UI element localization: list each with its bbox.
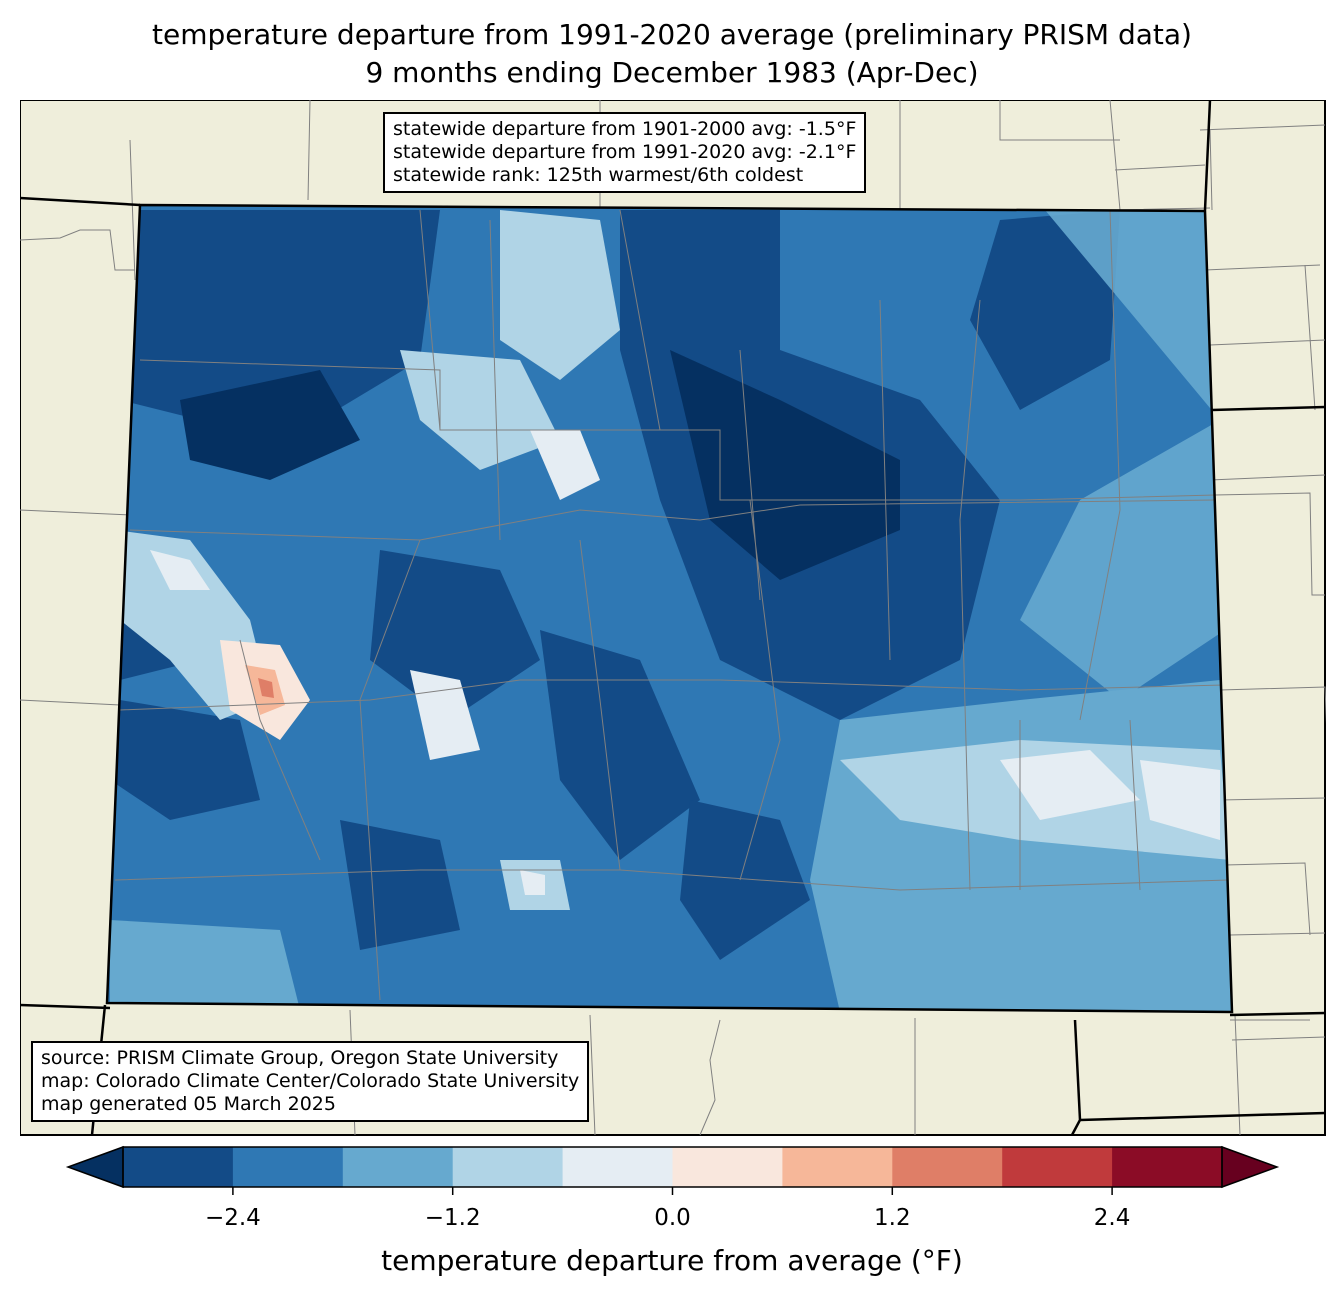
stat-rank: statewide rank: 125th warmest/6th coldes… bbox=[393, 164, 804, 186]
colorbar-bin bbox=[342, 1147, 454, 1187]
colorbar-bin bbox=[562, 1147, 673, 1187]
colorbar-bin bbox=[123, 1147, 234, 1187]
map-subtitle: 9 months ending December 1983 (Apr-Dec) bbox=[365, 56, 979, 89]
colorado-temperature-map bbox=[20, 100, 1326, 1136]
colorbar-tick-label: −2.4 bbox=[204, 1205, 261, 1231]
credit-source: source: PRISM Climate Group, Oregon Stat… bbox=[41, 1047, 559, 1069]
colorado-border bbox=[105, 203, 1234, 1014]
temperature-contours bbox=[107, 205, 1232, 1012]
credit-generated: map generated 05 March 2025 bbox=[41, 1093, 336, 1115]
credits-box: source: PRISM Climate Group, Oregon Stat… bbox=[31, 1041, 590, 1122]
colorbar-bin bbox=[1002, 1147, 1113, 1187]
colorbar-tick-label: 2.4 bbox=[1093, 1205, 1131, 1231]
stat-departure-1901-2000: statewide departure from 1901-2000 avg: … bbox=[393, 118, 857, 140]
map-title: temperature departure from 1991-2020 ave… bbox=[152, 18, 1192, 51]
county-lines bbox=[114, 209, 1231, 1001]
colorbar-bin bbox=[782, 1147, 893, 1187]
colorbar-bin bbox=[892, 1147, 1003, 1187]
colorbar-tick-label: 1.2 bbox=[874, 1205, 911, 1231]
statewide-stats-box: statewide departure from 1901-2000 avg: … bbox=[383, 112, 867, 193]
colorbar-bin bbox=[232, 1147, 344, 1187]
credit-map: map: Colorado Climate Center/Colorado St… bbox=[41, 1070, 580, 1092]
colorbar-tick-label: −1.2 bbox=[424, 1205, 481, 1231]
colorbar-label: temperature departure from average (°F) bbox=[381, 1244, 963, 1277]
colorbar-bin bbox=[672, 1147, 783, 1187]
colorbar bbox=[65, 1145, 1280, 1195]
colorbar-bin bbox=[452, 1147, 564, 1187]
colorbar-bin bbox=[1112, 1147, 1223, 1187]
colorbar-extend-high bbox=[1221, 1145, 1280, 1189]
colorbar-tick-label: 0.0 bbox=[654, 1205, 691, 1231]
stat-departure-1991-2020: statewide departure from 1991-2020 avg: … bbox=[393, 141, 857, 163]
colorbar-extend-low bbox=[65, 1145, 124, 1189]
